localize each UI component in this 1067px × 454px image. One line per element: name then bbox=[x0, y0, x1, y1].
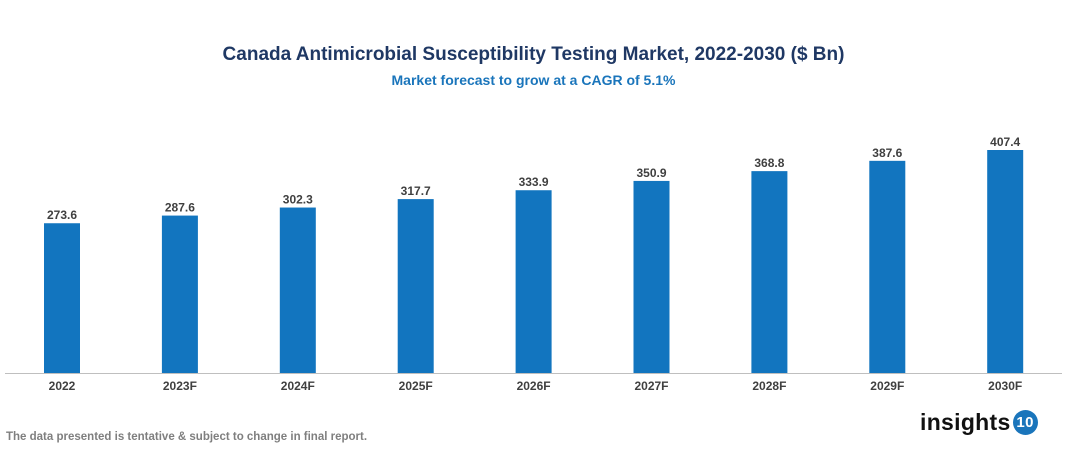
bar bbox=[633, 180, 670, 373]
x-tick-label: 2025F bbox=[399, 379, 433, 393]
data-label: 350.9 bbox=[636, 166, 666, 180]
bar bbox=[279, 207, 316, 373]
x-tick-label: 2022 bbox=[49, 379, 76, 393]
x-tick-label: 2027F bbox=[634, 379, 668, 393]
bar bbox=[397, 199, 434, 373]
insights10-logo: insights 10 bbox=[920, 409, 1038, 436]
x-tick-label: 2026F bbox=[517, 379, 551, 393]
x-tick-label: 2028F bbox=[752, 379, 786, 393]
data-label: 387.6 bbox=[872, 146, 902, 160]
chart-subtitle: Market forecast to grow at a CAGR of 5.1… bbox=[391, 72, 676, 88]
data-label: 317.7 bbox=[401, 184, 431, 198]
data-label: 407.4 bbox=[990, 135, 1020, 149]
data-label: 287.6 bbox=[165, 201, 195, 215]
data-label: 273.6 bbox=[47, 208, 77, 222]
x-tick-label: 2030F bbox=[988, 379, 1022, 393]
bar bbox=[161, 215, 198, 373]
bar bbox=[515, 190, 552, 373]
chart-title: Canada Antimicrobial Susceptibility Test… bbox=[222, 44, 845, 65]
x-tick-label: 2029F bbox=[870, 379, 904, 393]
data-label: 368.8 bbox=[754, 156, 784, 170]
x-tick-label: 2023F bbox=[163, 379, 197, 393]
data-label: 302.3 bbox=[283, 193, 313, 207]
bar bbox=[751, 171, 788, 373]
logo-number: 10 bbox=[1012, 410, 1038, 435]
data-label: 333.9 bbox=[519, 175, 549, 189]
bar bbox=[44, 223, 80, 373]
x-tick-label: 2024F bbox=[281, 379, 315, 393]
footnote: The data presented is tentative & subjec… bbox=[6, 431, 368, 443]
logo-text: insights bbox=[920, 409, 1011, 435]
bar bbox=[987, 150, 1024, 373]
bar bbox=[869, 160, 906, 373]
